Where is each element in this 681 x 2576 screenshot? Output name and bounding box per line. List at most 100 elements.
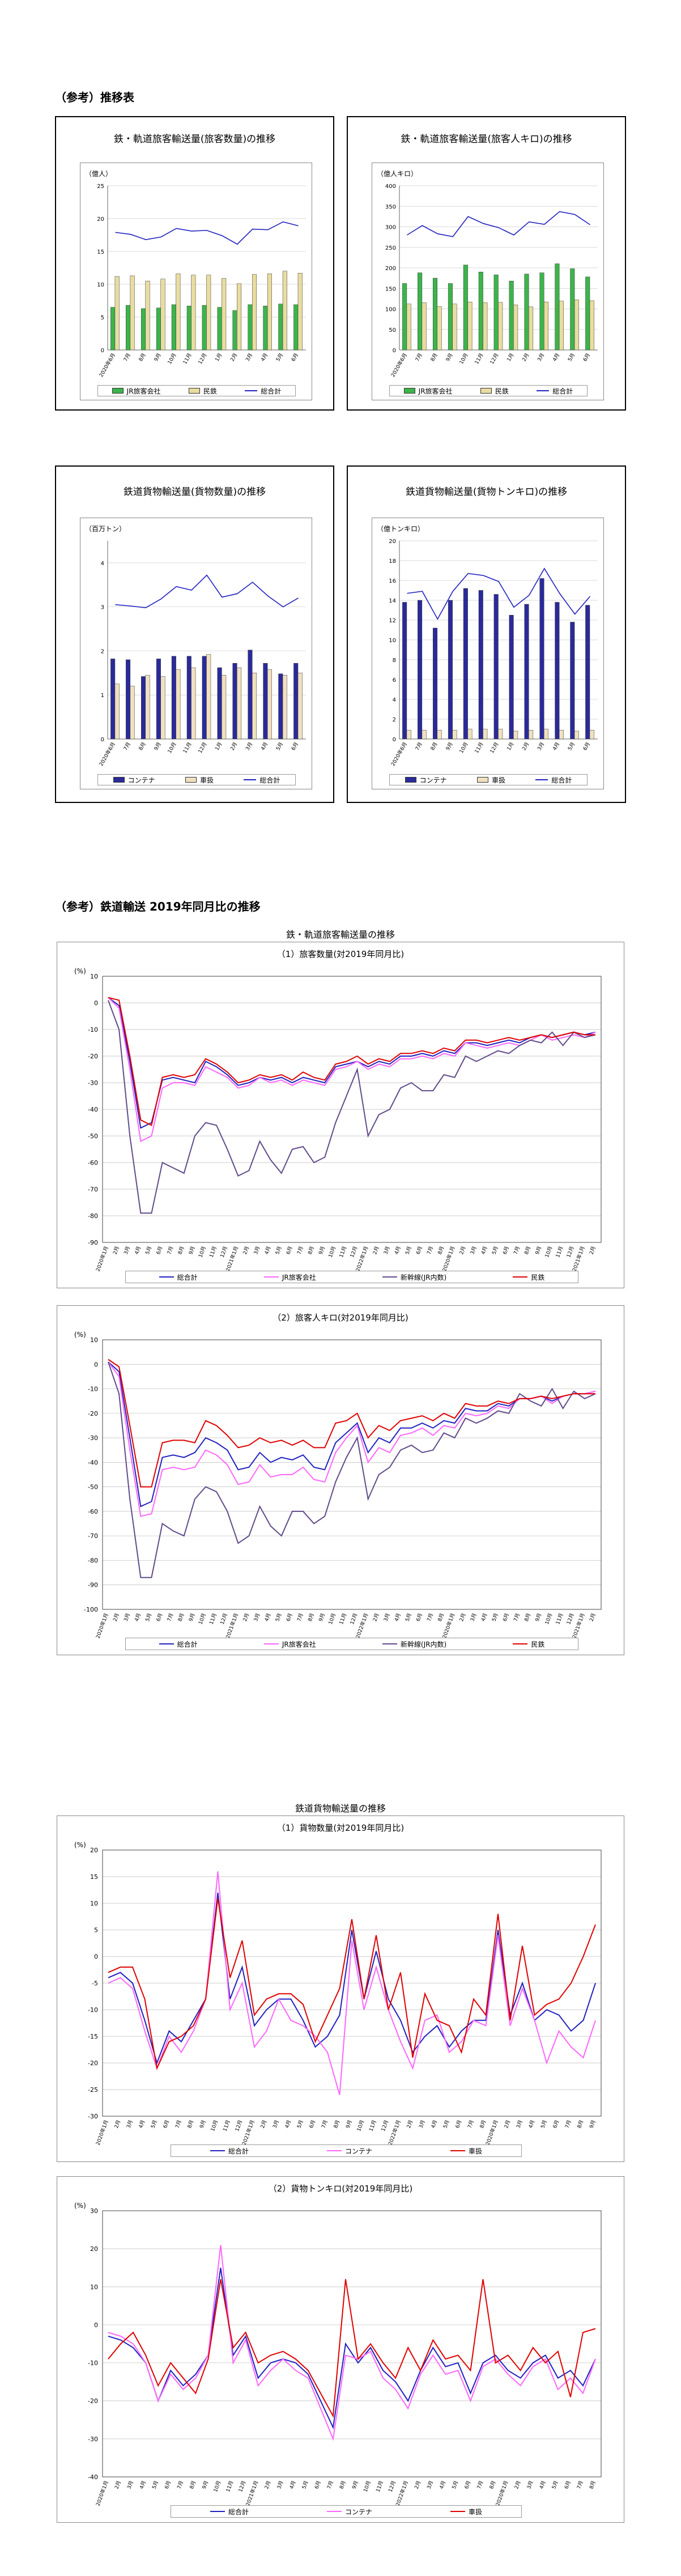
bar	[217, 667, 222, 740]
y-tick-label: 0	[94, 1361, 98, 1368]
bar	[217, 307, 222, 351]
bar	[176, 669, 181, 740]
bar	[574, 300, 579, 351]
y-tick-label: -90	[88, 1239, 98, 1246]
series-line	[108, 999, 596, 1214]
bar	[513, 730, 518, 740]
x-tick-label: 2021年1月	[244, 2480, 259, 2507]
x-tick-label: 8月	[588, 2480, 597, 2490]
legend: 総合計 JR旅客会社 新幹線(JR内数) 民鉄	[125, 1271, 578, 1283]
y-tick-label: 3	[101, 605, 104, 611]
y-tick-label: 200	[385, 266, 396, 272]
x-tick-label: 3月	[426, 2480, 435, 2490]
y-tick-label: 1	[101, 693, 104, 699]
x-tick-label: 12月	[388, 2480, 397, 2493]
x-tick-label: 10月	[327, 1612, 337, 1625]
bar	[293, 663, 299, 740]
x-tick-label: 6月	[563, 2480, 572, 2490]
x-tick-label: 5月	[405, 1612, 413, 1622]
bar	[478, 272, 483, 351]
x-tick-label: 11月	[474, 741, 485, 754]
x-tick-label: 6月	[290, 352, 300, 362]
x-tick-label: 9月	[188, 1245, 196, 1255]
bar	[432, 627, 438, 740]
y-tick-label: 5	[94, 1926, 98, 1934]
series-line	[108, 1361, 596, 1578]
x-tick-label: 2月	[588, 1245, 597, 1255]
x-tick-label: 12月	[219, 1245, 229, 1258]
x-tick-label: 8月	[189, 2480, 197, 2490]
y-tick-label: -20	[88, 2060, 98, 2067]
y-tick-label: 50	[389, 327, 396, 334]
bar	[509, 615, 514, 740]
unit-label: （百万トン）	[85, 525, 126, 533]
x-tick-label: 7月	[122, 352, 132, 362]
bar	[585, 276, 590, 351]
bar	[483, 302, 488, 351]
x-tick-label: 2月	[521, 352, 531, 362]
x-tick-label: 2020年1月	[494, 2480, 509, 2507]
unit-label: (%)	[74, 1331, 86, 1339]
bar	[126, 305, 131, 351]
x-tick-label: 4月	[551, 352, 561, 362]
x-tick-label: 1月	[506, 352, 516, 362]
x-tick-label: 3月	[526, 2480, 534, 2490]
y-tick-label: -20	[88, 2398, 98, 2405]
bar	[156, 659, 161, 740]
x-tick-label: 4月	[263, 1245, 272, 1255]
bar	[574, 730, 579, 740]
bar	[186, 656, 191, 740]
x-tick-label: 2月	[588, 1612, 597, 1622]
x-tick-label: 10月	[458, 352, 470, 365]
x-tick-label: 8月	[333, 2119, 341, 2129]
series-line	[108, 1898, 596, 2070]
bar	[176, 274, 181, 351]
x-tick-label: 5月	[274, 1612, 283, 1622]
x-tick-label: 2020年6月	[97, 352, 117, 378]
x-tick-label: 9月	[153, 741, 163, 751]
x-tick-label: 1月	[506, 741, 516, 751]
plot-frame	[102, 1849, 602, 2117]
x-tick-label: 2020年1月	[95, 2119, 110, 2146]
x-tick-label: 12月	[349, 1612, 359, 1625]
y-tick-label: 30	[90, 2207, 98, 2215]
y-tick-label: 150	[385, 286, 396, 292]
chart-title: （2）貨物トンキロ(対2019年同月比)	[268, 2184, 413, 2194]
bar	[467, 729, 473, 740]
x-tick-label: 12月	[565, 1245, 575, 1258]
bar	[402, 602, 407, 740]
x-tick-label: 3月	[469, 1612, 478, 1622]
bar	[498, 729, 503, 740]
y-tick-label: -90	[88, 1582, 98, 1589]
legend-item-container: コンテナ	[405, 775, 447, 785]
x-tick-label: 9月	[153, 352, 163, 362]
x-tick-label: 7月	[122, 741, 132, 751]
y-tick-label: 10	[90, 2283, 98, 2291]
bar	[529, 306, 534, 351]
chart-title: 鉄・軌道旅客輸送量(旅客人キロ)の推移	[401, 134, 572, 145]
x-tick-label: 10月	[356, 2119, 365, 2132]
legend: JR旅客会社 民鉄 総合計	[389, 385, 588, 396]
x-tick-label: 8月	[138, 352, 147, 362]
y-tick-label: 20	[389, 539, 396, 545]
legend-item-container: コンテナ	[326, 2507, 372, 2517]
y-tick-label: 0	[101, 737, 104, 743]
bar	[114, 276, 120, 351]
legend-item-total: 総合計	[245, 386, 281, 396]
y-tick-label: -80	[88, 1557, 98, 1564]
y-tick-label: 25	[97, 183, 104, 190]
x-tick-label: 8月	[429, 352, 439, 362]
bar	[191, 275, 196, 351]
x-tick-label: 8月	[576, 2119, 585, 2129]
x-tick-label: 3月	[123, 1612, 131, 1622]
x-tick-label: 4月	[134, 1612, 142, 1622]
x-tick-label: 2月	[229, 741, 239, 751]
legend-item-shinkansen: 新幹線(JR内数)	[382, 1639, 446, 1649]
x-tick-label: 4月	[527, 2119, 536, 2129]
x-tick-label: 6月	[285, 1245, 293, 1255]
x-tick-label: 12月	[197, 352, 208, 365]
passenger-heading: 鉄・軌道旅客輸送量の推移	[286, 929, 395, 940]
legend-item-total: 総合計	[159, 1639, 198, 1649]
y-tick-label: -40	[88, 1459, 98, 1466]
